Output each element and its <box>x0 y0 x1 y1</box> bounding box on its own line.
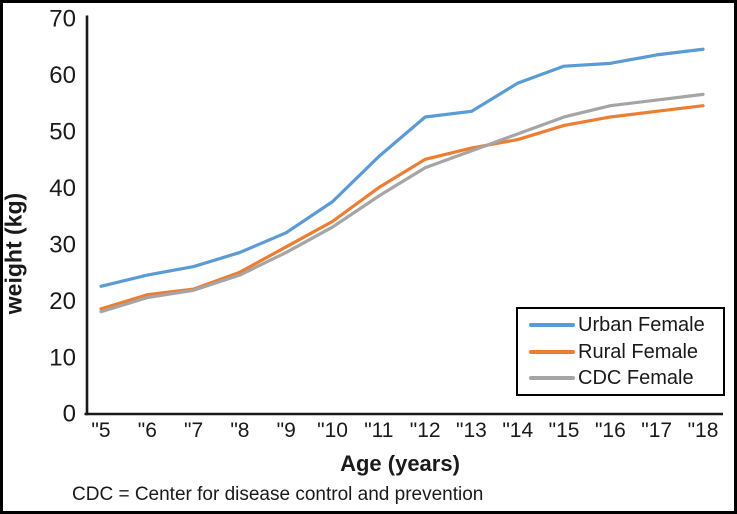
y-tick-label: 40 <box>49 175 76 202</box>
x-tick-label: "6 <box>138 419 157 442</box>
x-tick-label: "17 <box>641 419 672 442</box>
chart-canvas: 0 10 20 30 40 50 60 70 "5 "6 "7 "8 "9 "10 "11 "12 "13 "14… <box>49 6 723 442</box>
x-tick-label: "5 <box>91 419 110 442</box>
y-tick-label: 70 <box>49 6 76 33</box>
x-tick-label: "15 <box>549 419 580 442</box>
legend-item: Rural Female <box>529 342 723 362</box>
legend-line-swatch <box>529 323 575 328</box>
legend-label: Rural Female <box>578 340 699 363</box>
x-tick-label: "9 <box>277 419 296 442</box>
x-tick-label: "12 <box>410 419 441 442</box>
x-tick-label: "16 <box>595 419 626 442</box>
series-line-urban-female <box>99 47 705 288</box>
y-axis-title: weight (kg) <box>0 192 27 315</box>
x-tick-label: "11 <box>364 419 393 442</box>
legend-item: Urban Female <box>529 315 723 335</box>
y-tick-label: 20 <box>49 288 76 315</box>
legend-line-swatch <box>529 375 575 380</box>
x-tick-label: "13 <box>456 419 487 442</box>
x-tick-label: "7 <box>184 419 203 442</box>
y-tick-label: 0 <box>63 401 76 428</box>
legend-line-swatch <box>529 349 575 354</box>
y-tick-label: 10 <box>49 344 76 371</box>
legend-label: Urban Female <box>578 314 705 337</box>
y-tick-label: 30 <box>49 231 76 258</box>
figure-caption: CDC = Center for disease control and pre… <box>72 484 484 505</box>
x-tick-label: "8 <box>230 419 249 442</box>
y-tick-label: 60 <box>49 62 76 89</box>
x-tick-label: "14 <box>502 419 533 442</box>
y-tick-label: 50 <box>49 118 76 145</box>
x-tick-label: "10 <box>317 419 348 442</box>
x-tick-label: "18 <box>688 419 719 442</box>
x-axis-title: Age (years) <box>340 451 460 476</box>
legend-box: Urban Female Rural Female CDC Female <box>516 307 725 396</box>
legend-label: CDC Female <box>578 366 694 389</box>
series-line-cdc-female <box>99 92 705 314</box>
legend-item: CDC Female <box>529 368 723 388</box>
